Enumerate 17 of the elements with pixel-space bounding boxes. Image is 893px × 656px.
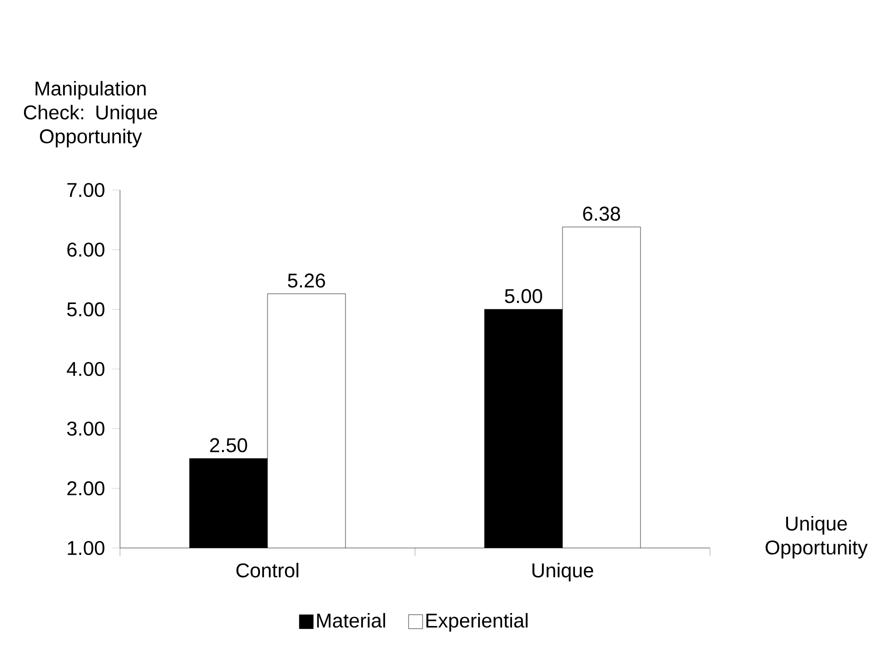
y-tick-label: 2.00: [67, 481, 104, 496]
x-axis-title: Unique Opportunity: [766, 516, 868, 558]
data-label: 2.50: [210, 438, 248, 452]
data-label: 5.26: [288, 274, 326, 288]
legend-label: Material: [317, 613, 386, 628]
y-tick-label: 3.00: [67, 422, 104, 436]
y-tick-label: 5.00: [67, 302, 104, 316]
data-label: 6.38: [583, 206, 620, 221]
y-tick-label: 1.00: [68, 540, 104, 556]
x-tick-label: Unique: [532, 562, 594, 582]
y-axis-title: Manipulation Check: Unique Opportunity: [24, 80, 158, 148]
y-tick-label: 7.00: [67, 182, 104, 198]
y-tick-label: 4.00: [66, 362, 104, 376]
legend-label: Experiential: [426, 613, 528, 632]
y-tick-label: 6.00: [67, 242, 104, 257]
data-label: 5.00: [504, 289, 542, 304]
x-tick-label: Control: [236, 562, 298, 578]
